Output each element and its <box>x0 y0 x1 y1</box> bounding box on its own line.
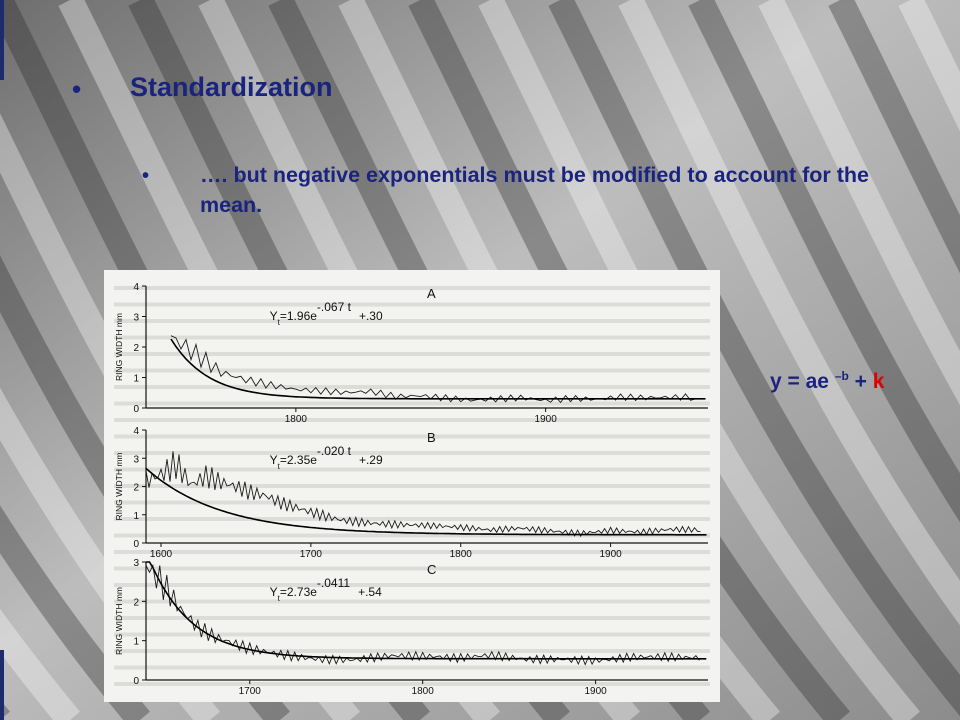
formula-plus: + <box>848 370 873 393</box>
y-tick-label: 3 <box>133 313 139 324</box>
fit-equation: Yt=2.35e-.020 t +.29 <box>270 444 383 471</box>
ghost-text-line <box>114 451 710 455</box>
ghost-text-line <box>114 434 710 439</box>
y-tick-label: 4 <box>133 282 139 293</box>
x-tick-label: 1700 <box>239 686 262 697</box>
x-tick-label: 1800 <box>285 414 308 425</box>
panel-label: A <box>427 286 436 301</box>
y-tick-label: 0 <box>133 539 139 550</box>
ghost-text-line <box>114 368 710 373</box>
equation-constant: +.54 <box>358 585 382 599</box>
equation-lhs: Y <box>270 309 278 323</box>
fabric-stripe <box>828 0 960 274</box>
y-axis-label: RING WIDTH mm <box>114 453 124 521</box>
exponential-formula: y = ae –b + k <box>770 369 884 394</box>
ghost-text-line <box>114 583 710 587</box>
y-tick-label: 2 <box>133 483 139 494</box>
left-edge-accent-bottom <box>0 650 4 720</box>
equation-exponent: -.0411 <box>317 576 350 590</box>
fit-equation: Yt=1.96e-.067 t +.30 <box>270 300 383 327</box>
ghost-text-line <box>114 500 710 505</box>
formula-base: y = ae <box>770 370 835 393</box>
fitted-exponential-curve <box>146 561 707 660</box>
ghost-text-line <box>114 649 710 653</box>
equation-subscript: t <box>278 462 281 471</box>
ghost-text-line <box>114 286 710 290</box>
equation-lhs: Y <box>270 453 278 467</box>
equation-exponent: -.020 t <box>317 444 352 458</box>
slide-subtitle: …. but negative exponentials must be mod… <box>200 163 869 217</box>
ghost-text-line <box>114 352 710 356</box>
ghost-text-line <box>114 385 710 389</box>
chart-panel-c: 3 2 1 0 1700 1800 1900 RING WIDTH mm C Yt=2.73e-.… <box>114 558 708 697</box>
equation-lhs: Y <box>270 585 278 599</box>
formula-k: k <box>872 370 885 393</box>
x-tick-label: 1900 <box>535 414 558 425</box>
y-tick-label: 2 <box>133 597 139 608</box>
y-tick-label: 1 <box>133 511 139 522</box>
ring-width-series <box>170 335 696 404</box>
equation-body: =2.73e <box>280 585 317 599</box>
x-tick-label: 1900 <box>584 686 607 697</box>
fabric-stripe <box>548 0 960 717</box>
equation-constant: +.30 <box>359 309 383 323</box>
fabric-stripe <box>688 0 960 523</box>
formula-exponent: –b <box>834 369 849 383</box>
y-tick-label: 4 <box>133 426 139 437</box>
chart-panel-b: 4 3 2 1 0 1600 1700 1800 1900 RING WIDTH mm B Yt=2.… <box>114 426 708 560</box>
equation-subscript: t <box>278 318 281 327</box>
equation-body: =2.35e <box>280 453 317 467</box>
fitted-exponential-curve <box>170 338 706 400</box>
slide-title: Standardization <box>130 72 333 102</box>
panel-label: C <box>427 562 436 577</box>
x-tick-label: 1600 <box>150 549 173 560</box>
ghost-text-line <box>114 616 710 620</box>
left-edge-accent-top <box>0 0 4 80</box>
y-axis-label: RING WIDTH mm <box>114 587 124 655</box>
y-tick-label: 0 <box>133 404 139 415</box>
panel-label: B <box>427 430 436 445</box>
y-tick-label: 2 <box>133 343 139 354</box>
ghost-text-line <box>114 335 710 340</box>
x-tick-label: 1900 <box>599 549 622 560</box>
ghost-text-line <box>114 665 710 670</box>
ghost-text-line <box>114 682 710 686</box>
ghost-text-line <box>114 599 710 604</box>
fabric-stripe <box>618 0 960 626</box>
equation-subscript: t <box>278 594 281 603</box>
fit-equation: Yt=2.73e-.0411 +.54 <box>270 576 382 603</box>
ghost-text-line <box>114 566 710 571</box>
equation-constant: +.29 <box>359 453 383 467</box>
equation-exponent: -.067 t <box>317 300 352 314</box>
x-tick-label: 1800 <box>450 549 473 560</box>
ghost-text-line <box>114 550 710 554</box>
ring-width-series <box>145 451 701 538</box>
y-tick-label: 3 <box>133 558 139 569</box>
equation-body: =1.96e <box>280 309 317 323</box>
y-axis-label: RING WIDTH mm <box>114 313 124 381</box>
fabric-stripe <box>0 505 150 720</box>
ghost-text-line <box>114 533 710 538</box>
ghost-text-line <box>114 484 710 488</box>
title-bullet: • <box>72 74 82 104</box>
ghost-text-line <box>114 302 710 307</box>
x-tick-label: 1800 <box>412 686 435 697</box>
y-tick-label: 1 <box>133 637 139 648</box>
ghost-text-line <box>114 632 710 637</box>
ghost-text-line <box>114 517 710 521</box>
chart-panel-a: 4 3 2 1 0 1800 1900 RING WIDTH mm A Yt=1.96e-.067… <box>114 282 708 425</box>
ghost-text-line <box>114 401 710 406</box>
fabric-stripe <box>758 0 960 406</box>
ghost-text-line <box>114 467 710 472</box>
subtitle-bullet: • <box>142 165 150 187</box>
x-tick-label: 1700 <box>300 549 323 560</box>
fitted-exponential-curve <box>145 467 707 536</box>
y-tick-label: 0 <box>133 676 139 687</box>
y-tick-label: 3 <box>133 454 139 465</box>
y-tick-label: 1 <box>133 374 139 385</box>
ghost-text-line <box>114 418 710 422</box>
ghost-text-line <box>114 319 710 323</box>
